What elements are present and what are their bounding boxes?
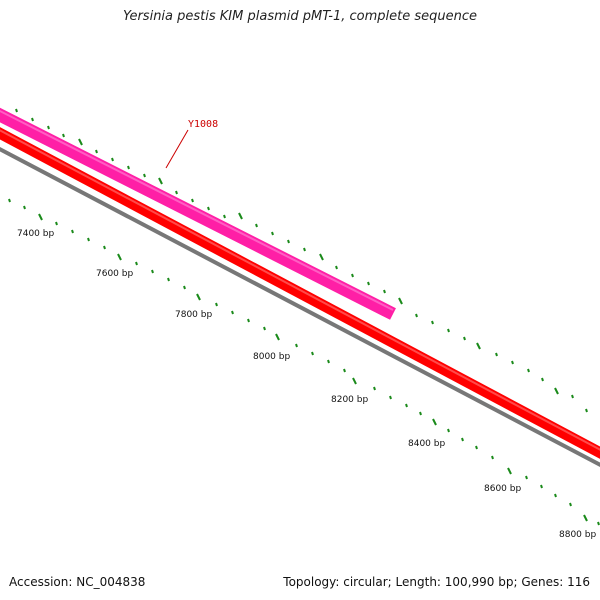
scale-label: 7400 bp	[17, 229, 54, 239]
scale-label: 8000 bp	[253, 352, 290, 362]
scale-label: 8400 bp	[408, 439, 445, 449]
scale-labels: 7400 bp 7600 bp 7800 bp 8000 bp 8200 bp …	[17, 229, 596, 540]
gene-feature-y1008-highlight	[0, 109, 394, 311]
gene-feature-y1008[interactable]	[0, 107, 396, 320]
upper-tick-row	[15, 108, 588, 413]
scale-label: 7800 bp	[175, 310, 212, 320]
lower-tick-row	[8, 198, 600, 526]
sequence-backbone	[0, 146, 600, 468]
feature-label-leader	[165, 129, 189, 169]
accession-text: Accession: NC_004838	[9, 575, 146, 589]
scale-label: 8200 bp	[331, 395, 368, 405]
scale-label: 7600 bp	[96, 269, 133, 279]
cds-track-highlight	[0, 129, 600, 451]
feature-label-y1008[interactable]: Y1008	[188, 119, 218, 130]
sequence-summary-text: Topology: circular; Length: 100,990 bp; …	[283, 575, 590, 589]
map-title: Yersinia pestis KIM plasmid pMT-1, compl…	[122, 9, 478, 24]
scale-label: 8600 bp	[484, 484, 521, 494]
scale-label: 8800 bp	[559, 530, 596, 540]
cds-track	[0, 127, 600, 459]
